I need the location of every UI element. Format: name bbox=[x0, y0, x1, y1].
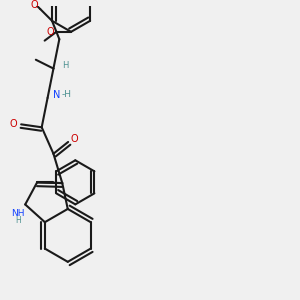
Text: -H: -H bbox=[62, 91, 72, 100]
Text: N: N bbox=[53, 90, 60, 100]
Text: O: O bbox=[47, 27, 54, 37]
Text: H: H bbox=[62, 61, 68, 70]
Text: O: O bbox=[70, 134, 78, 144]
Text: O: O bbox=[10, 119, 18, 129]
Text: NH: NH bbox=[11, 209, 25, 218]
Text: H: H bbox=[15, 216, 21, 225]
Text: O: O bbox=[31, 0, 38, 10]
